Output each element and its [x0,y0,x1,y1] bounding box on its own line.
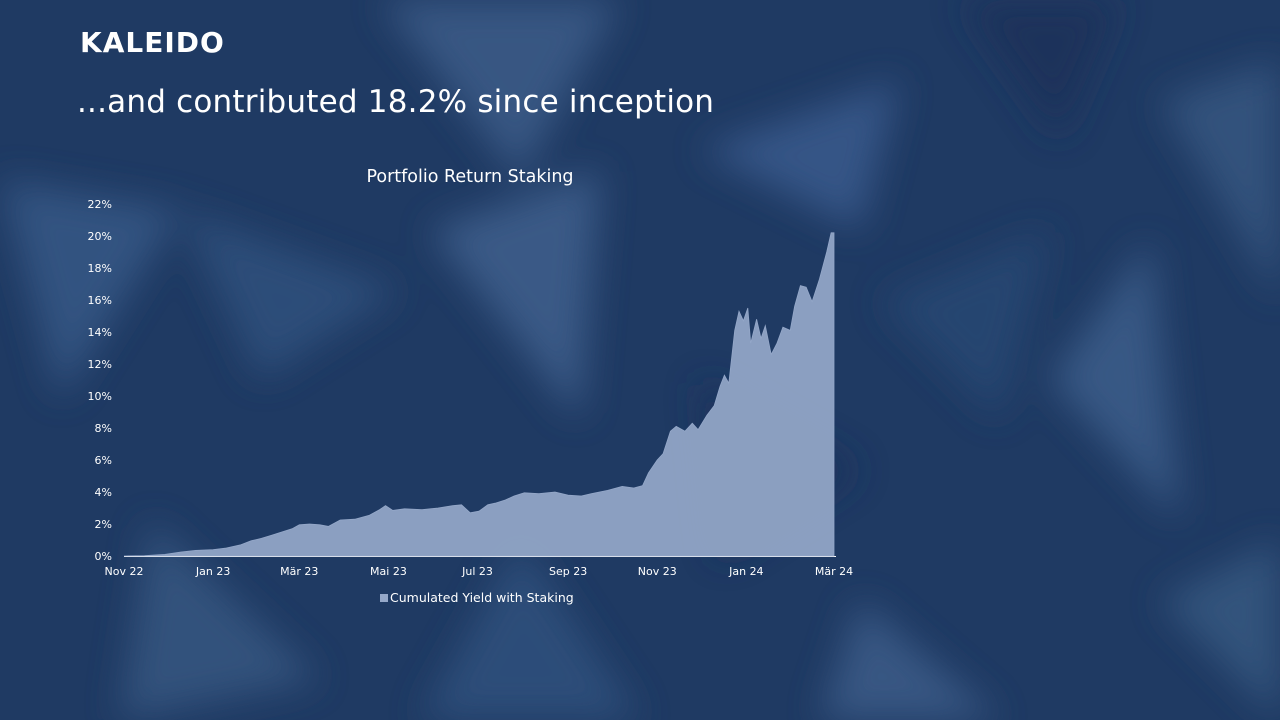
brand-logo: KALEIDO [80,26,225,59]
y-tick-label: 8% [95,422,112,435]
plot-area [123,232,835,557]
y-tick-label: 12% [88,358,112,371]
y-tick-label: 0% [95,550,112,563]
legend: Cumulated Yield with Staking [380,590,574,605]
chart-title: Portfolio Return Staking [366,167,573,187]
page-headline: ...and contributed 18.2% since inception [77,84,715,120]
y-tick-label: 6% [95,454,112,467]
x-tick-label: Mär 23 [280,565,318,578]
x-axis: Nov 22 Jan 23 Mär 23 Mai 23 Jul 23 Sep 23 Nov … [105,556,853,578]
x-tick-label: Jan 23 [195,565,230,578]
y-tick-label: 14% [88,326,112,339]
x-tick-label: Jan 24 [728,565,763,578]
y-tick-label: 18% [88,262,112,275]
x-tick-label: Sep 23 [549,565,587,578]
y-tick-label: 20% [88,230,112,243]
x-tick-label: Mai 23 [370,565,407,578]
x-tick-label: Nov 22 [105,565,144,578]
y-tick-label: 10% [88,390,112,403]
y-tick-label: 22% [88,198,112,211]
x-tick-label: Mär 24 [815,565,853,578]
x-tick-label: Nov 23 [638,565,677,578]
legend-swatch [380,594,388,602]
y-tick-label: 4% [95,486,112,499]
y-tick-label: 16% [88,294,112,307]
y-tick-label: 2% [95,518,112,531]
series-area-cumulated-yield [123,232,835,557]
x-tick-label: Jul 23 [461,565,493,578]
legend-label: Cumulated Yield with Staking [390,590,574,605]
y-axis: 0% 2% 4% 6% 8% 10% 12% 14% 16% 18% 20% 22% [88,198,112,563]
